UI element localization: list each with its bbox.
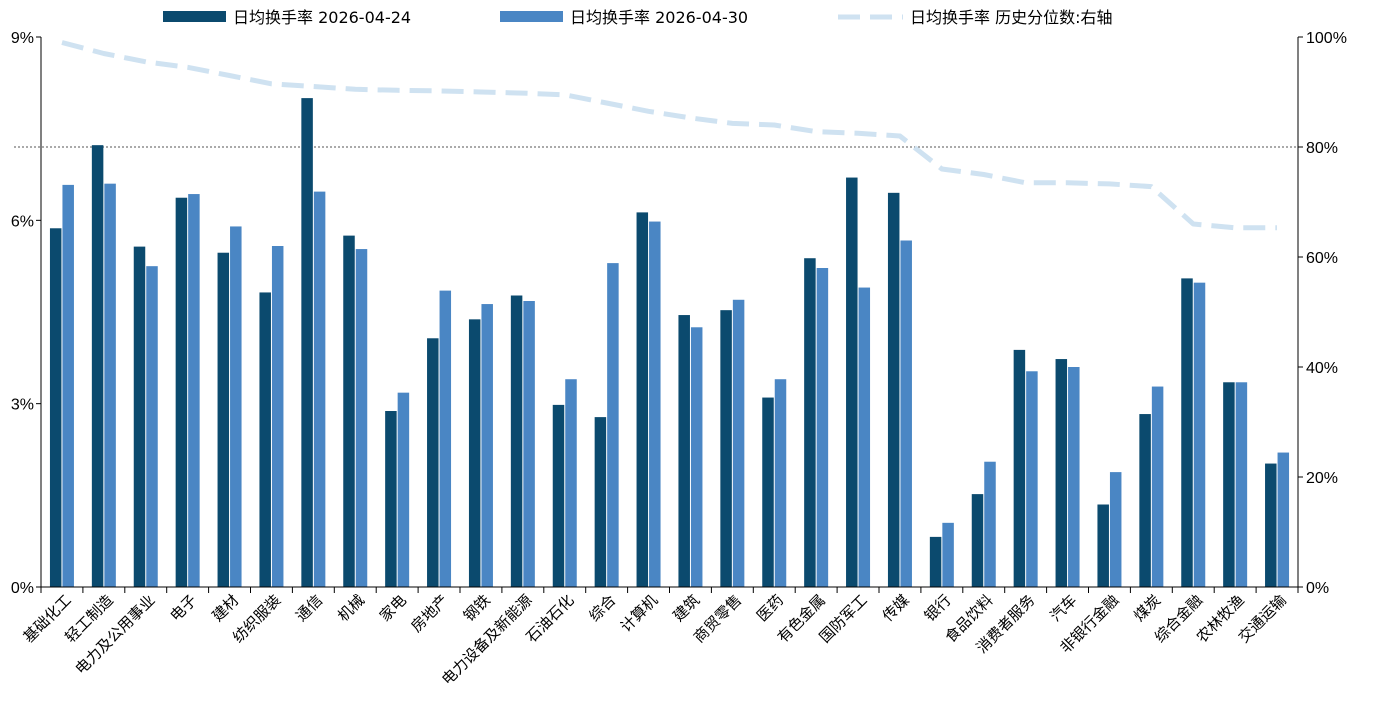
right-tick-label: 80% [1306, 140, 1338, 157]
left-tick-label: 9% [11, 30, 34, 47]
bar-2026-04-24 [971, 494, 984, 587]
category-label: 房地产 [407, 591, 452, 636]
percentile-series-line [61, 40, 1277, 231]
bar-2026-04-30 [230, 226, 242, 587]
bar-2026-04-24 [1265, 463, 1277, 587]
bar-2026-04-24 [552, 404, 565, 587]
legend-label: 日均换手率 历史分位数:右轴 [910, 8, 1112, 27]
legend-swatch [500, 11, 563, 22]
bar-2026-04-30 [942, 522, 954, 587]
bar-2026-04-30 [271, 246, 284, 587]
right-axis-ticks: 0% 20% 40% 60% 80% 100% [1298, 30, 1347, 597]
bar-2026-04-24 [594, 417, 607, 587]
bar-2026-04-24 [343, 235, 355, 587]
bar-2026-04-24 [91, 145, 104, 587]
bar-2026-04-30 [774, 379, 787, 587]
legend-label: 日均换手率 2026-04-30 [570, 8, 748, 27]
bars [49, 98, 1290, 588]
bar-2026-04-30 [1277, 452, 1290, 587]
bar-2026-04-30 [1151, 386, 1164, 587]
bar-2026-04-30 [984, 461, 996, 587]
bar-2026-04-30 [607, 263, 619, 587]
bar-2026-04-30 [732, 299, 745, 587]
category-label: 银行 [921, 591, 955, 625]
percentile-line [61, 40, 1277, 231]
right-tick-label: 100% [1306, 30, 1347, 47]
bar-2026-04-30 [62, 184, 74, 587]
category-label: 汽车 [1046, 591, 1080, 625]
bar-2026-04-24 [720, 310, 732, 587]
bar-2026-04-24 [427, 338, 439, 587]
category-label: 传媒 [879, 591, 913, 625]
category-label: 煤炭 [1130, 591, 1164, 625]
left-axis-ticks: 0% 3% 6% 9% [11, 30, 41, 597]
bar-2026-04-30 [1109, 472, 1122, 587]
left-tick-label: 0% [11, 580, 34, 597]
right-tick-label: 60% [1306, 250, 1338, 267]
bar-2026-04-24 [510, 295, 523, 587]
bar-2026-04-24 [217, 252, 230, 587]
category-label: 机械 [334, 591, 368, 625]
bar-2026-04-24 [846, 177, 858, 588]
bar-2026-04-30 [649, 221, 661, 588]
bar-2026-04-30 [1235, 382, 1248, 587]
bar-2026-04-30 [523, 301, 535, 587]
legend-swatch [163, 11, 226, 22]
bar-2026-04-30 [481, 304, 493, 587]
bar-2026-04-24 [175, 197, 188, 587]
axes [40, 37, 1299, 593]
bar-2026-04-24 [1223, 382, 1235, 587]
legend: 日均换手率 2026-04-24 日均换手率 2026-04-30 日均换手率 历史… [163, 8, 1112, 27]
bar-2026-04-30 [690, 327, 703, 587]
bar-2026-04-24 [887, 192, 900, 588]
bar-2026-04-24 [1055, 359, 1068, 587]
bar-2026-04-30 [104, 183, 116, 587]
bar-2026-04-30 [858, 287, 871, 587]
bar-2026-04-30 [1193, 282, 1206, 587]
category-label: 家电 [376, 591, 410, 625]
bar-2026-04-24 [133, 246, 146, 587]
left-tick-label: 6% [11, 213, 34, 230]
legend-label: 日均换手率 2026-04-24 [233, 8, 411, 27]
bar-2026-04-30 [900, 240, 912, 587]
bar-2026-04-30 [1026, 371, 1038, 587]
bar-2026-04-24 [301, 98, 313, 587]
bar-2026-04-30 [146, 266, 158, 587]
bar-2026-04-24 [678, 315, 690, 587]
bar-2026-04-30 [816, 268, 829, 587]
bar-2026-04-24 [1013, 349, 1026, 587]
bar-2026-04-24 [636, 212, 649, 587]
bar-2026-04-24 [1139, 414, 1151, 587]
category-label: 钢铁 [460, 591, 494, 625]
bar-2026-04-30 [355, 249, 368, 588]
bar-2026-04-30 [1068, 367, 1080, 587]
category-label: 建材 [208, 591, 242, 625]
right-tick-label: 0% [1306, 580, 1329, 597]
category-label: 电子 [167, 591, 201, 625]
bar-2026-04-24 [929, 536, 942, 587]
bar-2026-04-24 [385, 411, 397, 587]
bar-2026-04-30 [397, 392, 410, 587]
bar-2026-04-24 [259, 292, 271, 587]
bar-2026-04-30 [439, 290, 452, 587]
bar-2026-04-30 [188, 194, 200, 588]
left-tick-label: 3% [11, 397, 34, 414]
category-label: 医药 [753, 591, 787, 625]
bar-2026-04-24 [49, 228, 62, 587]
bar-2026-04-24 [468, 319, 481, 587]
bar-2026-04-24 [804, 258, 816, 587]
category-label: 综合 [586, 591, 620, 625]
category-label: 通信 [292, 591, 326, 625]
bar-2026-04-24 [1097, 504, 1109, 587]
bar-2026-04-24 [762, 397, 774, 587]
bar-2026-04-24 [1181, 278, 1193, 587]
right-tick-label: 20% [1306, 470, 1338, 487]
right-tick-label: 40% [1306, 360, 1338, 377]
bar-2026-04-30 [313, 191, 326, 587]
category-label: 建筑 [669, 591, 703, 625]
bar-2026-04-30 [565, 379, 577, 587]
category-label: 计算机 [617, 591, 662, 636]
